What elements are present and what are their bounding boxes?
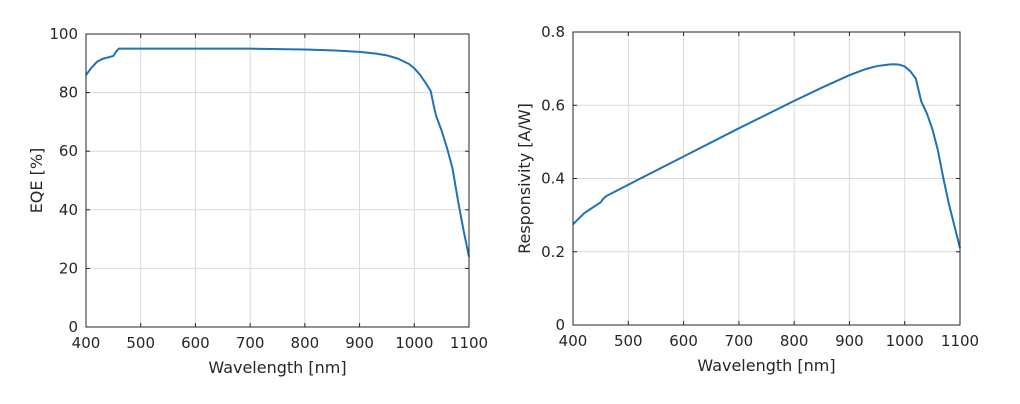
axes-box bbox=[85, 33, 470, 328]
x-tick-label: 800 bbox=[780, 332, 809, 350]
x-axis-label: Wavelength [nm] bbox=[697, 356, 835, 375]
responsivity-chart: 400 500 600 700 800 900 1000 1100 0 0.2 0.4 0.6 0.8 W… bbox=[515, 23, 979, 375]
x-tick-label: 900 bbox=[835, 332, 864, 350]
y-tick-label: 20 bbox=[59, 259, 78, 277]
y-tick-label: 100 bbox=[49, 25, 78, 43]
y-tick-label: 0.8 bbox=[541, 23, 565, 41]
x-axis-label: Wavelength [nm] bbox=[208, 358, 346, 377]
x-tick-label: 700 bbox=[725, 332, 754, 350]
y-tick-label: 0.6 bbox=[541, 96, 565, 114]
eqe-chart: 400 500 600 700 800 900 1000 1100 0 20 40 60 80 100 Wa… bbox=[27, 25, 488, 377]
series-line bbox=[85, 47, 470, 257]
y-tick-label: 0.2 bbox=[541, 243, 565, 261]
x-tick-label: 600 bbox=[181, 334, 210, 352]
y-tick-label: 40 bbox=[59, 201, 78, 219]
y-tick-label: 0 bbox=[555, 316, 565, 334]
series-line bbox=[572, 63, 961, 249]
y-tick-label: 60 bbox=[59, 142, 78, 160]
y-axis-label: Responsivity [A/W] bbox=[515, 103, 534, 254]
y-axis-label: EQE [%] bbox=[27, 148, 46, 214]
y-tick-label: 80 bbox=[59, 84, 78, 102]
x-tick-label: 600 bbox=[669, 332, 698, 350]
x-tick-label: 1000 bbox=[886, 332, 924, 350]
y-tick-label: 0 bbox=[68, 318, 78, 336]
x-tick-label: 1100 bbox=[941, 332, 979, 350]
x-tick-label: 500 bbox=[126, 334, 155, 352]
x-tick-label: 500 bbox=[614, 332, 643, 350]
x-tick-label: 700 bbox=[236, 334, 265, 352]
x-tick-label: 900 bbox=[345, 334, 374, 352]
y-tick-label: 0.4 bbox=[541, 170, 565, 188]
x-tick-label: 1100 bbox=[450, 334, 488, 352]
x-tick-label: 400 bbox=[559, 332, 588, 350]
x-tick-label: 400 bbox=[72, 334, 101, 352]
x-tick-label: 1000 bbox=[395, 334, 433, 352]
x-tick-label: 800 bbox=[291, 334, 320, 352]
